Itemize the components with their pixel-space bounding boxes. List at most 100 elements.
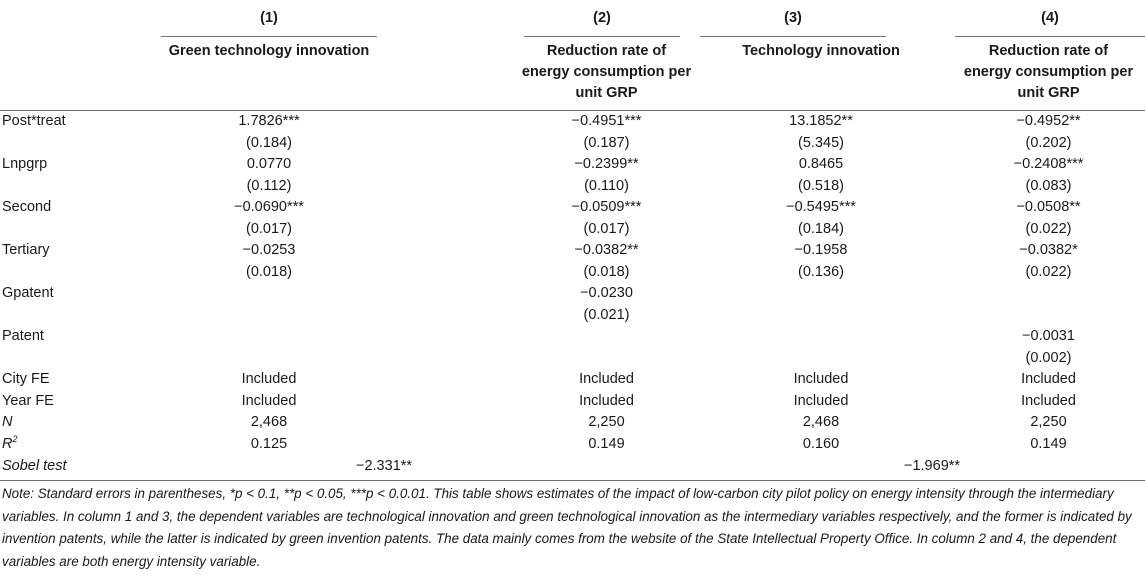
table-cell: −0.0382** — [574, 242, 639, 258]
table-row: City FE Included Included Included Included — [0, 369, 1145, 391]
table-cell: Included — [1021, 371, 1076, 387]
table-cell: 0.149 — [588, 435, 625, 452]
row-label — [0, 348, 142, 370]
table-cell: (0.017) — [583, 220, 630, 237]
table-cell: −0.1958 — [794, 242, 848, 258]
row-label: R2 — [2, 433, 18, 452]
table-cell: 2,250 — [588, 414, 625, 430]
row-label: Post*treat — [2, 113, 66, 129]
table-cell: Included — [1021, 392, 1076, 409]
column-number: (2) — [396, 0, 692, 37]
table-cell: 2,468 — [250, 414, 288, 430]
row-label — [0, 262, 142, 284]
table-row: Patent −0.0031 — [0, 326, 1145, 348]
table-cell: −0.0031 — [1022, 328, 1075, 344]
table-cell — [142, 305, 396, 327]
row-label: Second — [2, 199, 52, 215]
table-cell: (5.345) — [798, 134, 844, 151]
row-label — [0, 176, 142, 198]
corner-cell — [0, 0, 142, 37]
column-number: (1) — [142, 0, 396, 37]
table-cell: −0.0230 — [580, 285, 633, 301]
table-cell — [950, 283, 1145, 305]
table-row: N 2,468 2,250 2,468 2,250 — [0, 412, 1145, 434]
row-label: Year FE — [2, 392, 54, 409]
table-row: Post*treat 1.7826*** −0.4951*** 13.1852** −0… — [0, 111, 1145, 133]
row-label: Tertiary — [2, 242, 50, 258]
table-row: Year FE Included Included Included Included — [0, 391, 1145, 413]
table-row: (0.017) (0.017) (0.184) (0.022) — [0, 219, 1145, 241]
column-title: Reduction rate of energy consumption per… — [950, 37, 1145, 111]
table-cell — [142, 326, 396, 348]
table-cell: −0.5495*** — [786, 199, 856, 215]
table-cell: Included — [793, 371, 849, 387]
table-cell: (0.018) — [583, 263, 630, 280]
table-body: Post*treat 1.7826*** −0.4951*** 13.1852** −0… — [0, 111, 1145, 481]
table-cell: (0.017) — [246, 220, 292, 237]
table-cell: 0.125 — [250, 435, 288, 452]
table-cell: (0.022) — [1025, 263, 1072, 280]
table-row: Second −0.0690*** −0.0509*** −0.5495*** −0.0… — [0, 197, 1145, 219]
table-cell: Included — [241, 371, 297, 387]
sobel-value: −2.331** — [142, 455, 692, 481]
row-label: Patent — [2, 328, 44, 344]
table-row: Gpatent −0.0230 — [0, 283, 1145, 305]
row-label — [0, 133, 142, 155]
table-cell: Included — [793, 392, 849, 409]
table-cell: 0.8465 — [798, 156, 844, 172]
table-cell: 1.7826*** — [238, 113, 300, 129]
table-cell: (0.202) — [1025, 134, 1072, 151]
row-label: Sobel test — [0, 455, 142, 481]
table-cell: −0.0508** — [1016, 199, 1081, 215]
sobel-row: Sobel test −2.331** −1.969** — [0, 455, 1145, 481]
table-row: (0.002) — [0, 348, 1145, 370]
regression-table: (1) (2) (3) (4) Green technology innovat… — [0, 0, 1145, 481]
table-cell — [142, 348, 396, 370]
table-cell: (0.187) — [583, 134, 630, 151]
column-title: Reduction rate of energy consumption per… — [396, 37, 692, 111]
table-cell: (0.136) — [798, 263, 844, 280]
sobel-value: −1.969** — [692, 455, 1145, 481]
table-row: (0.184) (0.187) (5.345) (0.202) — [0, 133, 1145, 155]
table-cell: 13.1852** — [789, 113, 853, 129]
row-label: Lnpgrp — [2, 156, 48, 172]
table-cell: Included — [579, 392, 634, 409]
table-cell: 0.149 — [1030, 435, 1067, 452]
table-row: Tertiary −0.0253 −0.0382** −0.1958 −0.0382* — [0, 240, 1145, 262]
table-cell: (0.112) — [246, 177, 292, 194]
table-note: Note: Standard errors in parentheses, *p… — [2, 486, 1132, 569]
table-cell: 0.0770 — [246, 156, 292, 172]
table-cell — [950, 305, 1145, 327]
table-cell: (0.110) — [584, 177, 629, 194]
table-cell — [692, 348, 950, 370]
table-cell: −0.2408*** — [1013, 156, 1084, 172]
column-number: (3) — [692, 0, 950, 37]
table-cell: (0.021) — [583, 306, 630, 323]
table-cell: (0.002) — [1025, 349, 1072, 366]
row-label: N — [2, 414, 13, 430]
row-label — [0, 219, 142, 241]
table-cell — [692, 305, 950, 327]
row-label — [0, 305, 142, 327]
table-cell: −0.0509*** — [571, 199, 642, 215]
table-cell — [396, 348, 692, 370]
table-row: (0.018) (0.018) (0.136) (0.022) — [0, 262, 1145, 284]
table-cell: 2,250 — [1030, 414, 1067, 430]
table-cell — [396, 326, 692, 348]
table-cell: −0.0253 — [242, 242, 296, 258]
table-cell — [692, 326, 950, 348]
table-row: R2 0.125 0.149 0.160 0.149 — [0, 434, 1145, 456]
row-label: City FE — [2, 371, 50, 387]
table-cell: −0.0382* — [1019, 242, 1078, 258]
table-cell: −0.4952** — [1016, 113, 1081, 129]
table-row: Lnpgrp 0.0770 −0.2399** 0.8465 −0.2408*** — [0, 154, 1145, 176]
table-cell: (0.518) — [798, 177, 844, 194]
table-cell: −0.0690*** — [234, 199, 304, 215]
table-row: (0.112) (0.110) (0.518) (0.083) — [0, 176, 1145, 198]
table-cell: (0.022) — [1025, 220, 1072, 237]
table-cell: 0.160 — [802, 435, 840, 452]
column-number-row: (1) (2) (3) (4) — [0, 0, 1145, 37]
table-cell — [142, 283, 396, 305]
column-title-row: Green technology innovation Reduction ra… — [0, 37, 1145, 111]
